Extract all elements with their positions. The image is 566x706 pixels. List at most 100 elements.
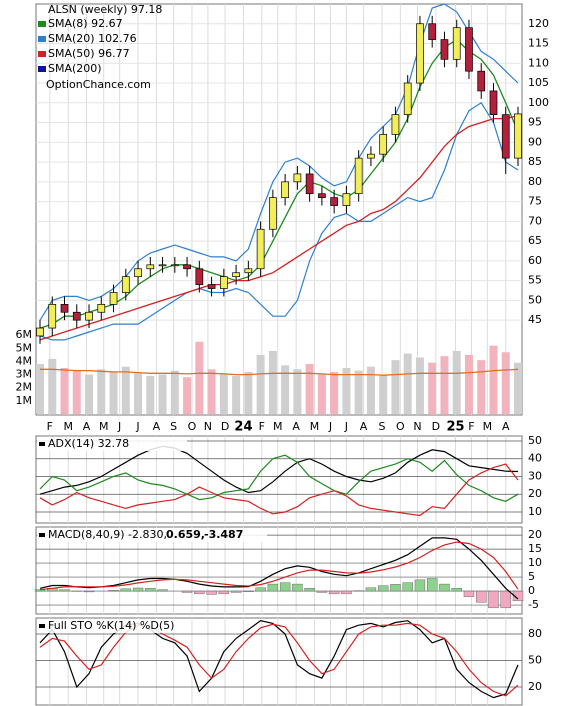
candle-body (281, 181, 289, 198)
chart-title: ALSN (weekly) 97.18 (48, 3, 162, 16)
histogram-bar (451, 588, 462, 592)
x-tick-label: M (310, 420, 320, 433)
x-tick-label: F (468, 420, 474, 433)
volume-average-line (40, 368, 519, 376)
volume-bar (232, 375, 241, 414)
histogram-bar (500, 590, 511, 609)
histogram-bar (108, 590, 119, 592)
y-tick-label: 0 (528, 584, 535, 597)
candle-body (244, 268, 253, 274)
volume-bar (403, 353, 412, 414)
volume-bar (354, 370, 363, 414)
x-tick-label: J (117, 420, 121, 433)
histogram-bar (132, 587, 144, 592)
y-tick-label: 115 (528, 37, 549, 50)
candle-body (489, 90, 498, 116)
y-tick-label: 80 (528, 175, 542, 188)
volume-bar (317, 374, 326, 414)
x-tick-label: S (378, 420, 385, 433)
volume-bar (183, 377, 192, 414)
histogram-bar (218, 590, 230, 595)
histogram-bar (488, 590, 499, 609)
candle-body (391, 114, 400, 135)
candle-body (146, 264, 155, 270)
volume-bar (158, 374, 167, 414)
volume-bar (195, 341, 204, 414)
panel-title-bg (37, 619, 187, 633)
x-tick-label: J (344, 420, 348, 433)
candle-body (354, 157, 363, 195)
y-tick-label: 75 (528, 195, 542, 208)
volume-bar (85, 374, 94, 414)
y-tick-label: 20 (528, 680, 542, 693)
volume-bar (48, 358, 57, 414)
volume-bar (489, 345, 498, 414)
histogram-bar (463, 590, 475, 597)
candle-body (134, 268, 142, 278)
legend-swatch (38, 36, 46, 42)
histogram-bar (255, 587, 266, 592)
y-tick-label: 15 (528, 542, 542, 555)
x-tick-label: F (259, 420, 265, 433)
legend-entry: SMA(8) 92.67 (48, 17, 123, 30)
histogram-bar (267, 583, 279, 592)
histogram-bar (304, 588, 315, 592)
x-tick-label: N (204, 420, 212, 433)
y-tick-label: 85 (528, 155, 542, 168)
volume-bar (342, 368, 351, 414)
volume-tick-label: 1M (16, 394, 33, 407)
volume-bar (379, 374, 388, 414)
y-tick-label: 80 (528, 627, 542, 640)
candle-body (501, 114, 510, 159)
histogram-bar (120, 588, 131, 592)
panel-title-bg (37, 437, 187, 451)
x-tick-label: A (360, 420, 368, 433)
x-tick-label: S (170, 420, 177, 433)
volume-tick-label: 3M (16, 368, 33, 381)
volume-tick-label: 4M (16, 354, 33, 367)
volume-bar (330, 371, 339, 414)
y-tick-label: -5 (528, 598, 539, 611)
volume-bar (36, 364, 44, 414)
x-tick-label: M (63, 420, 73, 433)
y-tick-label: 95 (528, 116, 542, 129)
volume-bar (60, 368, 69, 414)
panel-title: MACD(8,40,9) -2.830, (48, 528, 167, 541)
y-tick-label: 65 (528, 234, 542, 247)
volume-bar (452, 350, 461, 414)
candle-body (465, 27, 473, 72)
y-tick-label: 30 (528, 469, 542, 482)
candle-body (452, 27, 461, 60)
candle-body (477, 70, 486, 92)
histogram-bar (390, 584, 401, 592)
x-tick-label: J (135, 420, 139, 433)
legend-swatch (38, 51, 46, 57)
x-tick-label: A (153, 420, 161, 433)
candle-body (48, 303, 57, 329)
y-tick-label: 40 (528, 452, 542, 465)
x-tick-label: J (328, 420, 332, 433)
x-tick-label: 25 (446, 420, 464, 435)
volume-bar (146, 375, 155, 414)
volume-bar (207, 369, 216, 414)
sma-line (39, 114, 519, 341)
candle-body (85, 311, 93, 321)
histogram-bar (328, 590, 340, 595)
y-tick-label: 20 (528, 528, 542, 541)
x-tick-label: D (432, 420, 440, 433)
volume-bar (170, 370, 179, 414)
volume-bar (97, 369, 106, 414)
candle-body (342, 193, 351, 206)
legend-entry: SMA(50) 96.77 (48, 47, 130, 60)
candle-body (121, 276, 130, 293)
panel-title-bg (37, 528, 267, 542)
candle-body (109, 292, 118, 305)
volume-bar (134, 373, 143, 414)
chart-subtitle: OptionChance.com (46, 78, 151, 91)
volume-bar (366, 366, 375, 414)
volume-bar (477, 360, 486, 414)
histogram-bar (427, 578, 438, 592)
legend-swatch (38, 21, 46, 27)
volume-bar (281, 365, 290, 414)
